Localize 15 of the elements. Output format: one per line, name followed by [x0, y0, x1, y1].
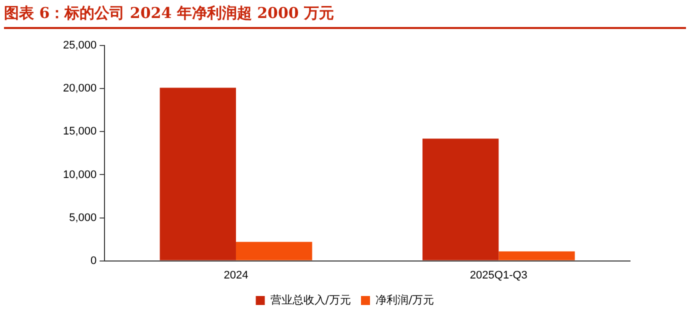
legend-label: 营业总收入/万元	[270, 293, 352, 306]
bar	[498, 251, 575, 260]
bar	[160, 88, 236, 260]
y-tick-label: 20,000	[62, 82, 97, 95]
y-tick-label: 15,000	[62, 126, 97, 138]
y-tick-label: 10,000	[62, 168, 97, 181]
x-tick-label: 2024	[224, 269, 248, 282]
x-tick-label: 2025Q1-Q3	[470, 269, 528, 282]
y-tick-label: 5,000	[69, 212, 97, 224]
chart-title: 图表 6：标的公司 2024 年净利润超 2000 万元	[4, 4, 686, 29]
bar	[236, 242, 312, 260]
legend-label: 净利润/万元	[376, 293, 434, 306]
bar	[422, 138, 499, 260]
y-tick-label: 0	[90, 254, 97, 267]
y-tick-label: 25,000	[62, 40, 97, 52]
